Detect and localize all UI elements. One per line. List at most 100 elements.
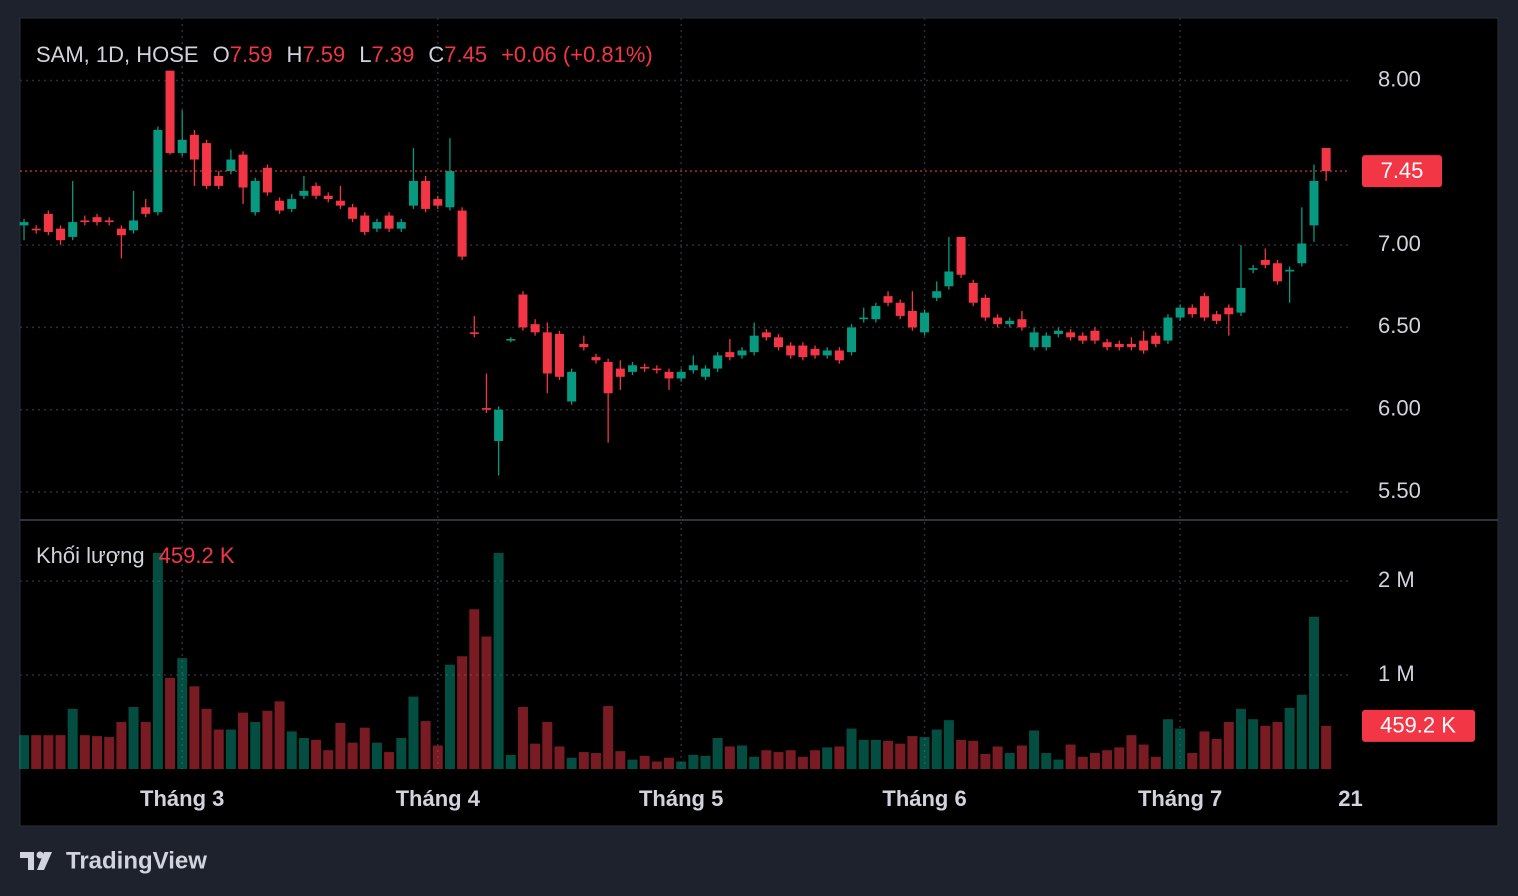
low-value: 7.39 bbox=[372, 42, 415, 67]
candle-body bbox=[603, 361, 613, 394]
candle-body bbox=[713, 355, 723, 369]
volume-bar bbox=[116, 722, 127, 769]
candle-body bbox=[1163, 317, 1173, 341]
volume-bar bbox=[858, 739, 869, 769]
volume-bar bbox=[1065, 744, 1076, 769]
volume-bar bbox=[980, 753, 991, 769]
volume-bar bbox=[846, 728, 857, 769]
volume-bar bbox=[311, 739, 322, 769]
volume-bar bbox=[1175, 728, 1186, 769]
ohlc-label: O bbox=[213, 42, 230, 67]
y-tick-label: 5.50 bbox=[1378, 478, 1421, 503]
volume-bar bbox=[104, 737, 115, 769]
volume-bar bbox=[1114, 747, 1125, 769]
volume-bar bbox=[238, 712, 249, 769]
candle-body bbox=[360, 215, 370, 232]
volume-tick-label: 2 M bbox=[1378, 567, 1415, 592]
volume-bar bbox=[1211, 738, 1222, 769]
y-tick-label: 8.00 bbox=[1378, 66, 1421, 91]
candle-body bbox=[214, 176, 224, 186]
volume-bar bbox=[919, 737, 930, 769]
candle-body bbox=[481, 408, 491, 410]
volume-tag-label: 459.2 K bbox=[1380, 713, 1456, 738]
volume-bar bbox=[225, 729, 236, 769]
candle-body bbox=[1175, 307, 1185, 318]
volume-bar bbox=[444, 664, 455, 769]
candle-body bbox=[141, 207, 151, 214]
candle-body bbox=[542, 332, 552, 374]
candle-body bbox=[80, 220, 90, 223]
volume-bar bbox=[55, 735, 66, 769]
candle-body bbox=[31, 228, 41, 231]
volume-bar bbox=[822, 747, 833, 769]
candle-body bbox=[153, 129, 163, 213]
volume-bar bbox=[469, 609, 480, 769]
candle-body bbox=[652, 368, 662, 371]
volume-bar bbox=[67, 708, 78, 769]
volume-bar bbox=[335, 722, 346, 769]
candle-body bbox=[518, 294, 528, 328]
volume-bar bbox=[639, 755, 650, 769]
volume-bar bbox=[566, 757, 577, 769]
x-tick-label: Tháng 5 bbox=[639, 786, 723, 811]
volume-bar bbox=[749, 756, 760, 769]
candle-body bbox=[834, 350, 844, 361]
candle-body bbox=[761, 332, 771, 338]
candle-body bbox=[591, 357, 601, 361]
volume-bar bbox=[785, 750, 796, 769]
volume-bar bbox=[128, 706, 139, 769]
volume-tag bbox=[1362, 709, 1475, 742]
candle-body bbox=[165, 70, 175, 153]
candle-body bbox=[968, 282, 978, 303]
candle-body bbox=[1260, 259, 1270, 265]
volume-bar bbox=[505, 754, 516, 769]
candle-body bbox=[177, 139, 187, 153]
volume-bar bbox=[1102, 750, 1113, 769]
volume-bar bbox=[651, 761, 662, 769]
ohlc-label: H bbox=[287, 42, 303, 67]
candle-body bbox=[1199, 296, 1209, 318]
volume-bar bbox=[895, 743, 906, 769]
candle-body bbox=[895, 302, 905, 316]
candle-body bbox=[956, 236, 966, 275]
volume-bar bbox=[1260, 725, 1271, 769]
candle-body bbox=[1151, 335, 1161, 344]
volume-bar bbox=[432, 745, 443, 769]
candle-body bbox=[554, 334, 564, 377]
volume-bar bbox=[79, 735, 90, 769]
volume-bar bbox=[1004, 753, 1015, 769]
brand-logo: TradingView bbox=[20, 847, 207, 874]
volume-bar bbox=[968, 740, 979, 769]
candle-body bbox=[993, 317, 1003, 325]
volume-header: Khối lượng 459.2 K bbox=[36, 543, 235, 568]
volume-bar bbox=[1223, 722, 1234, 769]
volume-bar bbox=[956, 739, 967, 769]
candle-body bbox=[810, 348, 820, 356]
candle-body bbox=[494, 409, 504, 441]
brand-name: TradingView bbox=[66, 847, 207, 874]
candle-body bbox=[847, 327, 857, 353]
volume-bar bbox=[663, 757, 674, 769]
volume-bar bbox=[152, 552, 163, 769]
candle-body bbox=[43, 213, 53, 232]
volume-bar bbox=[554, 746, 565, 769]
volume-bar bbox=[870, 739, 881, 769]
candle-body bbox=[1078, 335, 1088, 341]
high-value: 7.59 bbox=[302, 42, 345, 67]
volume-bar bbox=[992, 746, 1003, 769]
volume-bar bbox=[140, 722, 151, 769]
volume-bar bbox=[530, 743, 541, 769]
candle-body bbox=[920, 312, 930, 333]
volume-title: Khối lượng bbox=[36, 543, 145, 568]
y-tick-label: 6.50 bbox=[1378, 313, 1421, 338]
x-tick-label: 21 bbox=[1338, 786, 1362, 811]
candle-body bbox=[1139, 340, 1149, 351]
volume-bar bbox=[1187, 753, 1198, 769]
volume-bar bbox=[286, 731, 297, 769]
volume-bar bbox=[615, 751, 626, 769]
volume-bar bbox=[1321, 725, 1332, 769]
volume-bar bbox=[810, 750, 821, 769]
volume-bar bbox=[724, 746, 735, 769]
legend-header: SAM, 1D, HOSE O7.59 H7.59 L7.39 C7.45 +0.06 (… bbox=[36, 42, 653, 67]
